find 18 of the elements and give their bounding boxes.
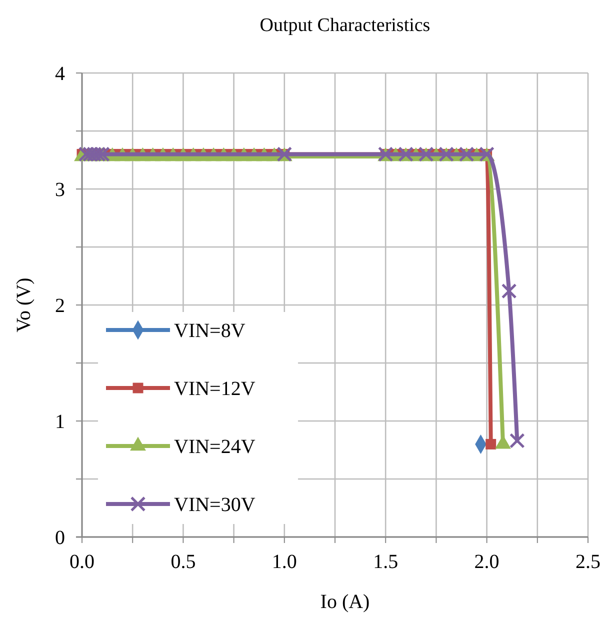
x-tick-label: 0.5 [170,551,196,573]
legend-label: VIN=30V [174,494,256,516]
y-axis-title: Vo (V) [13,278,35,332]
y-tick-label: 0 [55,527,65,549]
legend-label: VIN=24V [174,436,256,458]
y-tick-label: 4 [55,63,65,85]
x-tick-label: 2.5 [576,551,600,573]
legend-label: VIN=8V [174,320,246,342]
x-tick-label: 1.5 [373,551,398,573]
x-axis-title: Io (A) [320,591,370,613]
x-tick-label: 2.0 [474,551,500,573]
x-tick-label: 1.0 [272,551,297,573]
y-tick-label: 3 [55,179,65,201]
y-tick-label: 1 [55,411,65,433]
legend-label: VIN=12V [174,378,256,400]
y-tick-label: 2 [55,295,65,317]
chart-title: Output Characteristics [260,15,430,36]
x-tick-label: 0.0 [70,551,94,573]
